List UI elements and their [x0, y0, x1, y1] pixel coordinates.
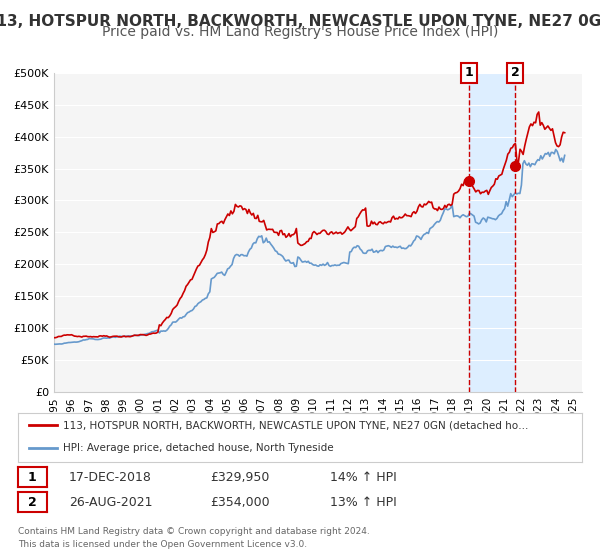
Text: This data is licensed under the Open Government Licence v3.0.: This data is licensed under the Open Gov…	[18, 540, 307, 549]
Text: 2: 2	[511, 66, 520, 80]
Text: £354,000: £354,000	[210, 496, 269, 509]
Text: 26-AUG-2021: 26-AUG-2021	[69, 496, 152, 509]
Text: Contains HM Land Registry data © Crown copyright and database right 2024.: Contains HM Land Registry data © Crown c…	[18, 528, 370, 536]
Text: 1: 1	[28, 470, 37, 484]
Text: 14% ↑ HPI: 14% ↑ HPI	[330, 470, 397, 484]
Text: 113, HOTSPUR NORTH, BACKWORTH, NEWCASTLE UPON TYNE, NE27 0GN (detached ho…: 113, HOTSPUR NORTH, BACKWORTH, NEWCASTLE…	[63, 420, 529, 430]
Bar	[469, 73, 515, 392]
Text: HPI: Average price, detached house, North Tyneside: HPI: Average price, detached house, Nort…	[63, 443, 334, 453]
Text: 1: 1	[464, 66, 473, 80]
Text: 17-DEC-2018: 17-DEC-2018	[69, 470, 152, 484]
Text: 2: 2	[28, 496, 37, 509]
Text: Price paid vs. HM Land Registry's House Price Index (HPI): Price paid vs. HM Land Registry's House …	[102, 25, 498, 39]
Text: £329,950: £329,950	[210, 470, 269, 484]
Text: 113, HOTSPUR NORTH, BACKWORTH, NEWCASTLE UPON TYNE, NE27 0GN: 113, HOTSPUR NORTH, BACKWORTH, NEWCASTLE…	[0, 14, 600, 29]
Text: 13% ↑ HPI: 13% ↑ HPI	[330, 496, 397, 509]
